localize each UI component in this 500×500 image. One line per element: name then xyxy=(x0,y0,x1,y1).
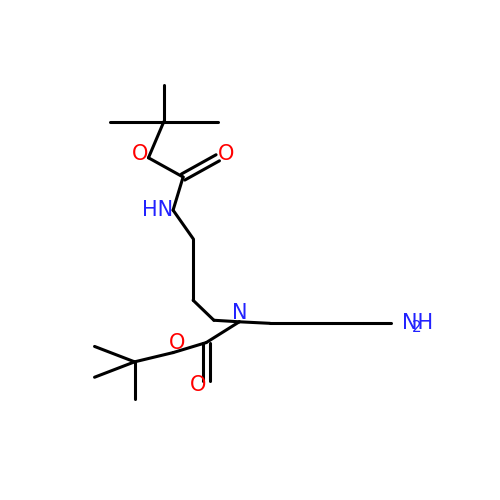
Text: O: O xyxy=(218,144,234,164)
Text: 2: 2 xyxy=(412,320,421,335)
Text: HN: HN xyxy=(142,200,174,220)
Text: NH: NH xyxy=(402,314,433,334)
Text: N: N xyxy=(232,302,247,322)
Text: O: O xyxy=(169,334,185,353)
Text: O: O xyxy=(132,144,148,164)
Text: O: O xyxy=(190,375,206,395)
